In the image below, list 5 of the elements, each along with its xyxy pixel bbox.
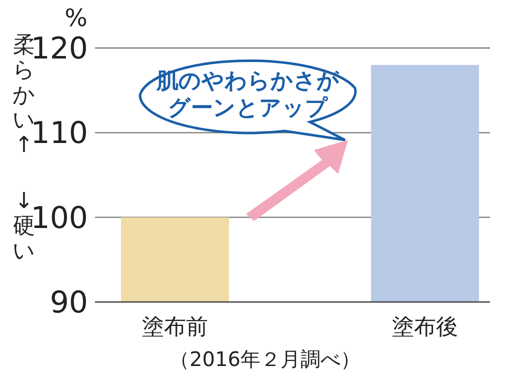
x-tick-label: 塗布後 — [392, 315, 458, 340]
text: （2016年２月調べ） — [170, 347, 360, 371]
y-tick-label: 90 — [50, 286, 88, 320]
y-axis-title: % — [64, 4, 88, 32]
x-tick-label: 塗布前 — [142, 315, 208, 340]
